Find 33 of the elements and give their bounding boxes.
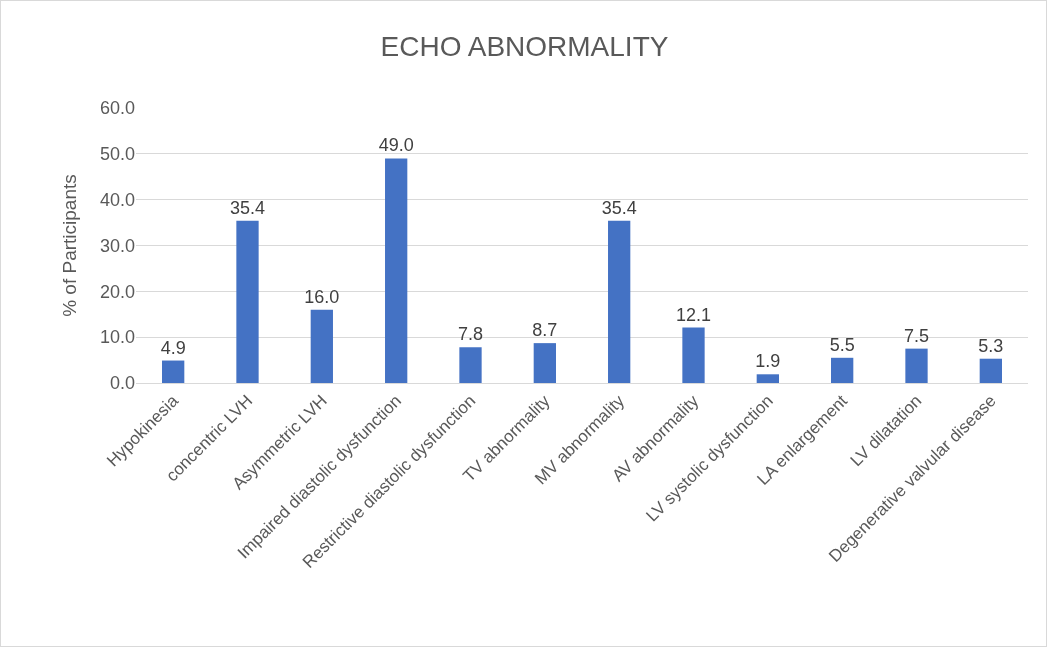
bar bbox=[533, 343, 556, 383]
y-tick-label: 30.0 bbox=[99, 235, 135, 256]
bar bbox=[905, 348, 928, 383]
y-axis-title: % of Participants bbox=[58, 174, 80, 317]
bar bbox=[682, 327, 705, 383]
bar bbox=[756, 374, 779, 383]
y-tick-label: 50.0 bbox=[99, 144, 135, 165]
bar bbox=[608, 220, 631, 383]
bar bbox=[162, 360, 185, 383]
data-label: 49.0 bbox=[378, 135, 414, 156]
data-label: 16.0 bbox=[304, 286, 340, 307]
data-label: 5.3 bbox=[978, 335, 1004, 356]
data-label: 7.8 bbox=[457, 324, 484, 345]
bar bbox=[310, 309, 333, 383]
bar bbox=[459, 347, 482, 383]
chart-title: ECHO ABNORMALITY bbox=[380, 31, 669, 63]
data-label: 5.5 bbox=[829, 334, 855, 355]
data-label: 4.9 bbox=[160, 337, 186, 358]
y-tick-label: 20.0 bbox=[99, 281, 135, 302]
data-label: 35.4 bbox=[601, 197, 637, 218]
data-label: 7.5 bbox=[903, 325, 930, 346]
y-tick-label: 0.0 bbox=[109, 373, 135, 394]
data-label: 35.4 bbox=[229, 197, 266, 218]
y-tick-label: 10.0 bbox=[99, 327, 135, 348]
y-tick-label: 40.0 bbox=[99, 189, 135, 210]
data-label: 12.1 bbox=[675, 304, 712, 325]
data-label: 8.7 bbox=[532, 320, 558, 341]
y-tick-label: 60.0 bbox=[99, 98, 135, 119]
data-label: 1.9 bbox=[755, 351, 781, 372]
bar bbox=[979, 358, 1002, 383]
bar bbox=[385, 158, 408, 383]
bar bbox=[831, 357, 854, 383]
bar bbox=[236, 220, 259, 383]
